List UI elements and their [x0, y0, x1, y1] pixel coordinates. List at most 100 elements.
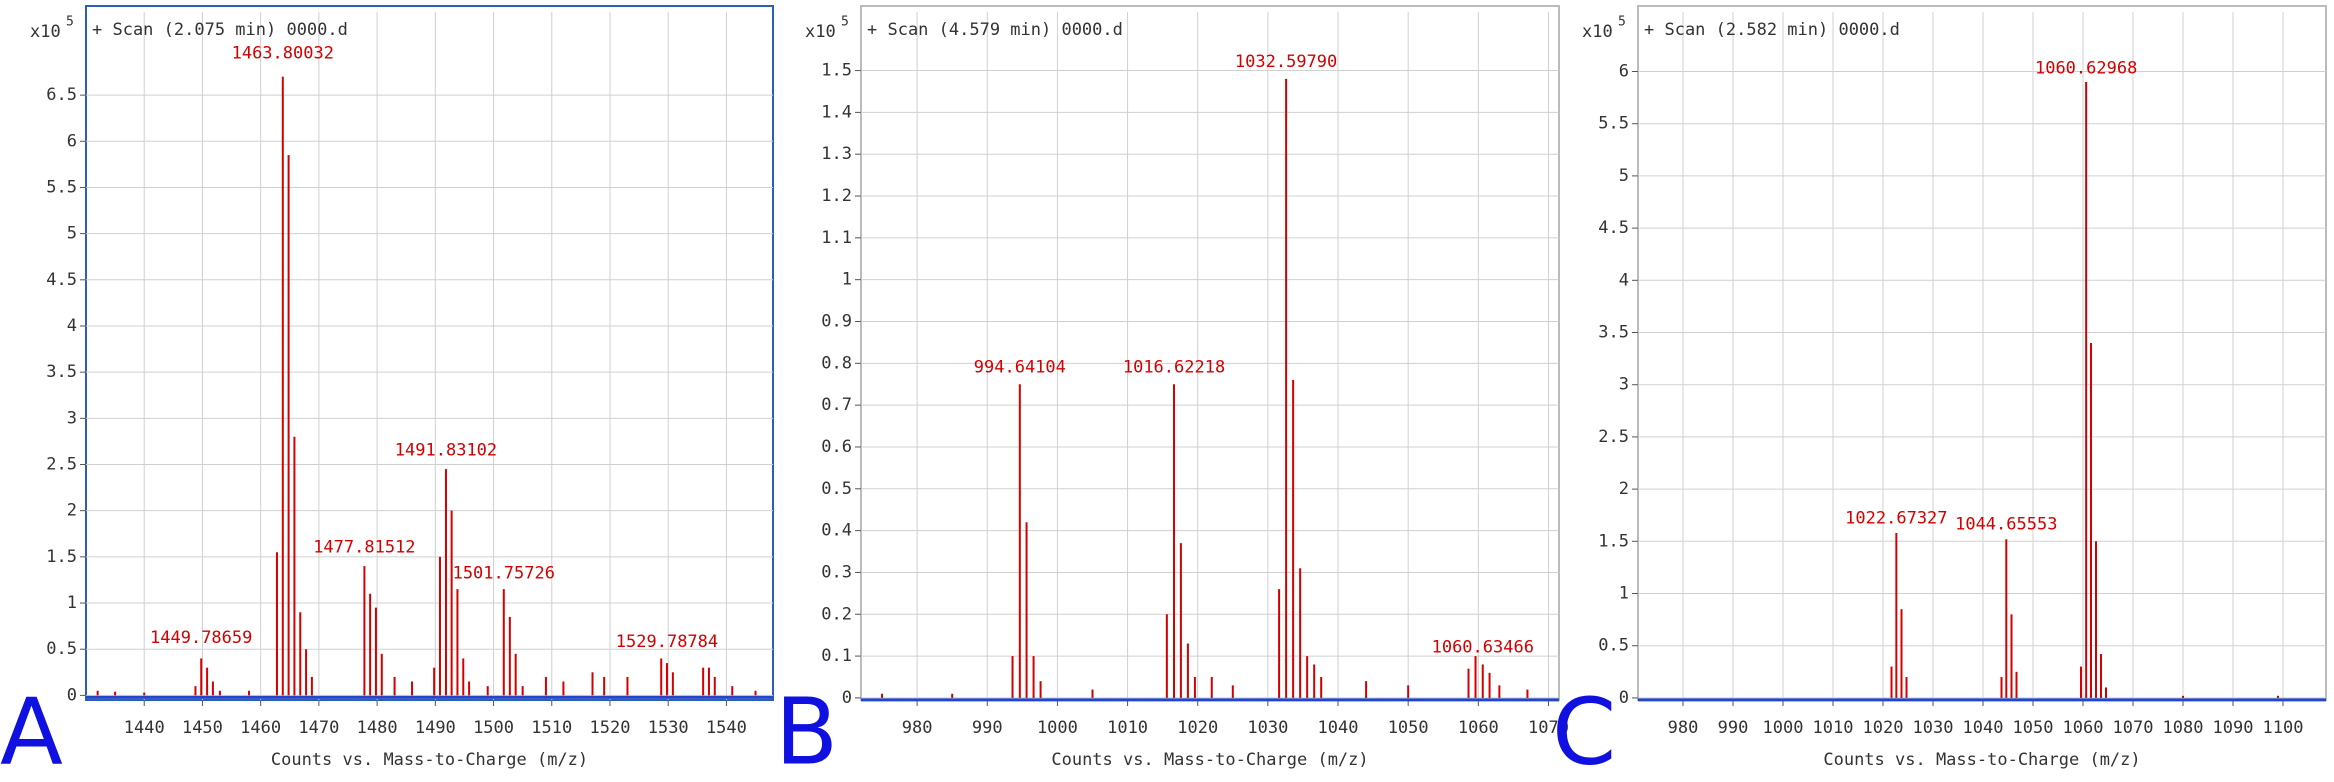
- x-tick-label: 1070: [1528, 718, 1569, 738]
- panel-label: B: [775, 678, 838, 782]
- x-tick-label: 1080: [2163, 718, 2204, 738]
- x-tick-label: 1050: [1388, 718, 1429, 738]
- x-tick-label: 980: [1668, 718, 1699, 738]
- y-tick-label: 0: [1619, 688, 1629, 708]
- y-multiplier: x10: [1582, 22, 1613, 42]
- y-tick-label: 4: [67, 316, 77, 336]
- x-tick-label: 1520: [590, 718, 631, 738]
- x-tick-label: 1480: [357, 718, 398, 738]
- peak-label: 1022.67327: [1845, 508, 1947, 528]
- y-tick-label: 6: [67, 131, 77, 151]
- y-multiplier: x10: [805, 22, 836, 42]
- y-tick-label: 3: [67, 408, 77, 428]
- x-tick-label: 1010: [1813, 718, 1854, 738]
- plot-area: [1637, 5, 2327, 701]
- x-tick-label: 1450: [182, 718, 223, 738]
- peak-label: 1491.83102: [395, 441, 497, 461]
- x-tick-label: 980: [902, 718, 933, 738]
- y-tick-label: 1: [1619, 584, 1629, 604]
- x-tick-label: 1020: [1863, 718, 1904, 738]
- panel-label: A: [0, 678, 63, 782]
- scan-title: + Scan (2.582 min) 0000.d: [1644, 20, 1900, 40]
- peak-label: 1463.80032: [232, 44, 334, 64]
- peak-label: 1032.59790: [1235, 52, 1337, 72]
- y-tick-label: 2.5: [46, 455, 77, 475]
- panel: 0 0.5 1 1.5 2 2.5 3 3.5 4 4.5 5 5.5 6 6.5 1440 1450 1460…: [0, 5, 774, 782]
- y-exponent: 5: [66, 15, 74, 30]
- x-tick-label: 990: [972, 718, 1003, 738]
- peak-label: 1501.75726: [453, 563, 555, 583]
- x-tick-label: 1470: [298, 718, 339, 738]
- x-tick-label: 1010: [1107, 718, 1148, 738]
- y-tick-label: 2: [1619, 479, 1629, 499]
- y-tick-label: 3: [1619, 375, 1629, 395]
- peak-label: 1477.81512: [313, 538, 415, 558]
- peak-label: 1060.63466: [1432, 638, 1534, 658]
- x-tick-label: 990: [1718, 718, 1749, 738]
- plot-area: [860, 5, 1560, 701]
- peak-label: 994.64104: [974, 358, 1066, 378]
- x-tick-label: 1530: [648, 718, 689, 738]
- y-tick-label: 0.5: [1598, 636, 1629, 656]
- y-tick-label: 0.5: [821, 479, 852, 499]
- y-tick-label: 0: [842, 688, 852, 708]
- x-tick-label: 1030: [1247, 718, 1288, 738]
- panel: 0 0.1 0.2 0.3 0.4 0.5 0.6 0.7 0.8 0.9 1 1.1 1.2 1.3 1.…: [775, 5, 1569, 782]
- x-tick-label: 1020: [1177, 718, 1218, 738]
- y-tick-label: 0.7: [821, 395, 852, 415]
- y-tick-label: 0.5: [46, 639, 77, 659]
- y-tick-label: 3.5: [46, 362, 77, 382]
- y-tick-label: 0.2: [821, 604, 852, 624]
- x-tick-label: 1090: [2213, 718, 2254, 738]
- x-axis-title: Counts vs. Mass-to-Charge (m/z): [1051, 750, 1368, 770]
- x-tick-label: 1040: [1963, 718, 2004, 738]
- y-tick-label: 0.6: [821, 437, 852, 457]
- peak-label: 1449.78659: [150, 628, 252, 648]
- y-tick-label: 0.9: [821, 311, 852, 331]
- x-tick-label: 1540: [706, 718, 747, 738]
- peak-label: 1016.62218: [1123, 358, 1225, 378]
- y-tick-label: 1.4: [821, 102, 852, 122]
- y-tick-label: 5.5: [46, 177, 77, 197]
- y-tick-label: 3.5: [1598, 323, 1629, 343]
- y-tick-label: 1.5: [1598, 531, 1629, 551]
- y-tick-label: 4.5: [1598, 218, 1629, 238]
- y-tick-label: 2: [67, 501, 77, 521]
- peak-label: 1044.65553: [1955, 515, 2057, 535]
- x-tick-label: 1440: [124, 718, 165, 738]
- x-tick-label: 1050: [2013, 718, 2054, 738]
- scan-title: + Scan (4.579 min) 0000.d: [867, 20, 1123, 40]
- y-tick-label: 5.5: [1598, 114, 1629, 134]
- y-tick-label: 6: [1619, 62, 1629, 82]
- y-multiplier: x10: [30, 22, 61, 42]
- y-tick-label: 4: [1619, 270, 1629, 290]
- y-tick-label: 5: [1619, 166, 1629, 186]
- x-tick-label: 1510: [531, 718, 572, 738]
- y-exponent: 5: [1618, 15, 1626, 30]
- y-tick-label: 1: [67, 593, 77, 613]
- y-tick-label: 1.5: [821, 61, 852, 81]
- x-tick-label: 1030: [1913, 718, 1954, 738]
- x-tick-label: 1060: [1458, 718, 1499, 738]
- y-tick-label: 0.8: [821, 353, 852, 373]
- y-tick-label: 0.4: [821, 521, 852, 541]
- y-tick-label: 2.5: [1598, 427, 1629, 447]
- peak-label: 1529.78784: [616, 632, 718, 652]
- y-tick-label: 5: [67, 224, 77, 244]
- x-axis-title: Counts vs. Mass-to-Charge (m/z): [271, 750, 588, 770]
- x-tick-label: 1040: [1318, 718, 1359, 738]
- plot-area: [85, 5, 774, 701]
- peak-label: 1060.62968: [2035, 58, 2137, 78]
- y-tick-label: 1.2: [821, 186, 852, 206]
- y-tick-label: 1.3: [821, 144, 852, 164]
- x-tick-label: 1490: [415, 718, 456, 738]
- y-tick-label: 0.1: [821, 646, 852, 666]
- x-tick-label: 1460: [240, 718, 281, 738]
- y-tick-label: 0.3: [821, 562, 852, 582]
- scan-title: + Scan (2.075 min) 0000.d: [92, 20, 348, 40]
- y-tick-label: 4.5: [46, 270, 77, 290]
- y-tick-label: 1.1: [821, 228, 852, 248]
- y-tick-label: 1: [842, 270, 852, 290]
- x-tick-label: 1100: [2263, 718, 2304, 738]
